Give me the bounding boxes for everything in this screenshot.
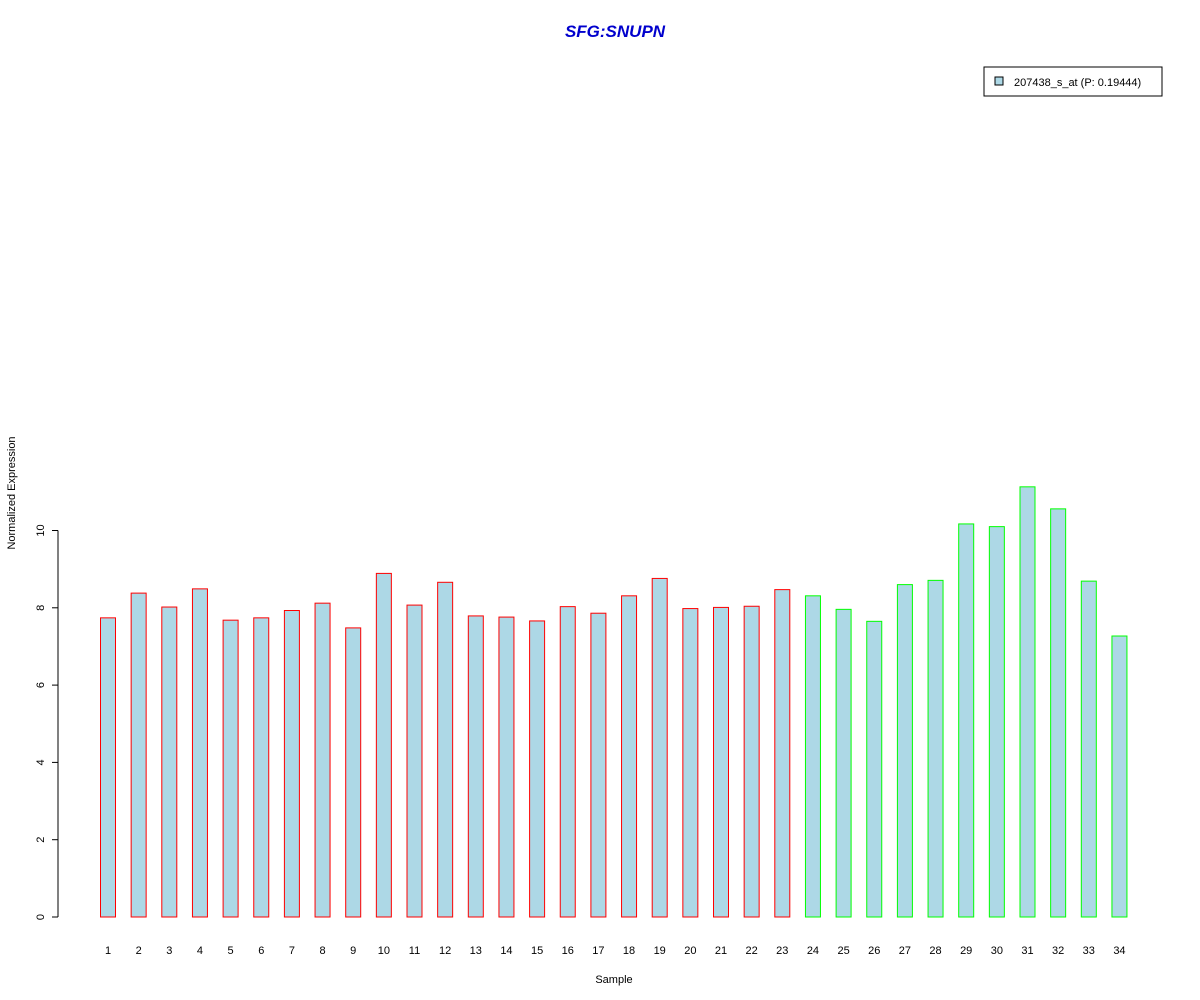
- bar-sample-11: [406, 604, 423, 918]
- x-tick-label: 7: [289, 945, 295, 957]
- x-axis: 1 2 3 4 5 6 7 8 9 10 11 12 13 14 15 16 17 18 19 20 21 22 23 24 2…: [105, 945, 1126, 957]
- y-tick-label: 2: [35, 837, 47, 843]
- y-tick-label: 10: [35, 524, 47, 536]
- x-tick-label: 23: [776, 945, 788, 957]
- x-tick-label: 17: [592, 945, 604, 957]
- legend-box: [983, 66, 1163, 97]
- chart-title: SFG:SNUPN: [565, 22, 666, 41]
- bar-sample-28: [927, 579, 944, 918]
- x-tick-label: 34: [1113, 945, 1125, 957]
- bar-sample-8: [314, 602, 331, 918]
- bar-sample-5: [222, 619, 239, 918]
- x-tick-label: 5: [228, 945, 234, 957]
- bars-layer: [100, 486, 1128, 918]
- x-tick-label: 26: [868, 945, 880, 957]
- y-axis: 0 2 4 6 8 10: [35, 524, 59, 920]
- x-tick-label: 14: [500, 945, 512, 957]
- x-tick-label: 10: [378, 945, 390, 957]
- legend-swatch: [994, 76, 1004, 86]
- bar-sample-6: [253, 617, 270, 918]
- bar-sample-13: [467, 615, 484, 918]
- x-tick-label: 29: [960, 945, 972, 957]
- bar-sample-9: [345, 627, 362, 918]
- y-tick-label: 0: [35, 914, 47, 920]
- x-tick-label: 12: [439, 945, 451, 957]
- bar-sample-4: [191, 588, 208, 918]
- bar-sample-18: [621, 595, 638, 918]
- bar-sample-7: [283, 610, 300, 918]
- bar-sample-32: [1050, 508, 1067, 918]
- x-tick-label: 20: [684, 945, 696, 957]
- bar-sample-1: [100, 617, 116, 918]
- bar-sample-10: [375, 572, 392, 918]
- x-tick-label: 18: [623, 945, 635, 957]
- bar-sample-19: [651, 577, 668, 918]
- x-tick-label: 24: [807, 945, 819, 957]
- y-tick-label: 8: [35, 605, 47, 611]
- y-axis-label: Normalized Expression: [6, 436, 18, 549]
- bar-sample-26: [866, 620, 883, 918]
- x-tick-label: 22: [746, 945, 758, 957]
- bar-sample-23: [774, 589, 791, 918]
- x-tick-label: 1: [105, 945, 111, 957]
- bar-sample-3: [161, 606, 178, 918]
- bar-sample-27: [896, 584, 913, 918]
- x-axis-label: Sample: [595, 974, 632, 986]
- bar-sample-20: [682, 608, 699, 918]
- bar-sample-17: [590, 612, 607, 918]
- bar-sample-2: [130, 592, 147, 918]
- bar-sample-33: [1080, 580, 1097, 918]
- x-tick-label: 19: [654, 945, 666, 957]
- x-tick-label: 16: [562, 945, 574, 957]
- x-tick-label: 21: [715, 945, 727, 957]
- x-tick-label: 13: [470, 945, 482, 957]
- bar-sample-14: [498, 616, 515, 918]
- bar-sample-12: [437, 581, 454, 918]
- bar-sample-22: [743, 605, 760, 918]
- bar-sample-34: [1111, 635, 1128, 918]
- bar-sample-21: [713, 606, 729, 918]
- bar-sample-30: [988, 526, 1005, 918]
- x-tick-label: 8: [319, 945, 325, 957]
- y-tick-label: 4: [35, 759, 47, 765]
- x-tick-label: 31: [1021, 945, 1033, 957]
- x-tick-label: 15: [531, 945, 543, 957]
- x-tick-label: 25: [837, 945, 849, 957]
- bar-sample-25: [835, 608, 852, 918]
- bar-sample-15: [529, 620, 546, 918]
- x-tick-label: 27: [899, 945, 911, 957]
- legend-label: 207438_s_at (P: 0.19444): [1014, 77, 1141, 89]
- x-tick-label: 9: [350, 945, 356, 957]
- x-tick-label: 3: [166, 945, 172, 957]
- x-tick-label: 2: [136, 945, 142, 957]
- x-tick-label: 30: [991, 945, 1003, 957]
- bar-sample-29: [958, 523, 975, 918]
- x-tick-label: 11: [409, 945, 420, 957]
- bar-sample-31: [1019, 486, 1036, 918]
- bar-sample-16: [559, 606, 576, 918]
- x-tick-label: 32: [1052, 945, 1064, 957]
- legend: 207438_s_at (P: 0.19444): [983, 66, 1163, 97]
- x-tick-label: 28: [929, 945, 941, 957]
- x-tick-label: 33: [1083, 945, 1095, 957]
- x-tick-label: 4: [197, 945, 203, 957]
- bar-sample-24: [804, 595, 821, 918]
- x-tick-label: 6: [258, 945, 264, 957]
- y-tick-label: 6: [35, 682, 47, 688]
